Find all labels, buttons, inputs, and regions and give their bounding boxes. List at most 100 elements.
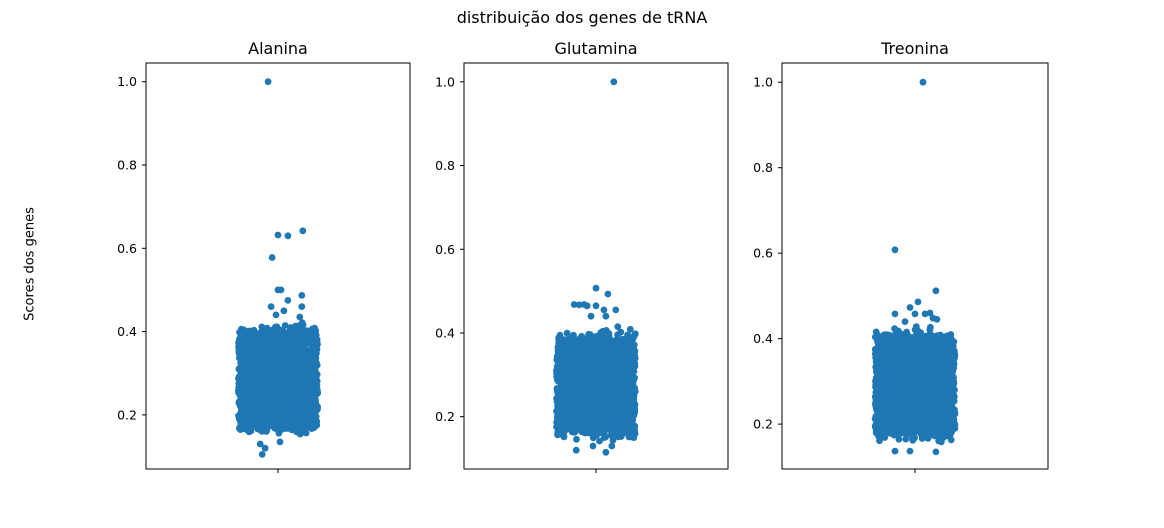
data-point	[296, 430, 304, 438]
data-point	[589, 442, 597, 450]
data-point	[239, 377, 247, 385]
data-point	[310, 345, 318, 353]
data-point	[571, 344, 578, 352]
data-point	[268, 356, 276, 363]
data-point	[237, 386, 245, 394]
data-point	[583, 302, 591, 310]
data-point	[559, 417, 567, 425]
data-point	[241, 360, 249, 368]
data-point	[244, 406, 252, 414]
data-point	[255, 393, 263, 401]
data-points	[553, 78, 639, 456]
data-point	[309, 398, 317, 406]
data-point	[588, 427, 596, 435]
data-point	[592, 284, 600, 292]
data-point	[283, 348, 291, 356]
data-point	[609, 436, 617, 444]
data-point	[626, 325, 634, 333]
data-point	[630, 434, 638, 441]
data-point	[260, 425, 268, 433]
data-point	[564, 379, 572, 387]
data-point	[237, 418, 244, 426]
data-point	[571, 377, 579, 384]
data-point	[264, 391, 272, 399]
data-point	[255, 409, 263, 416]
data-point	[276, 360, 284, 368]
data-point	[298, 333, 305, 341]
data-point	[273, 370, 281, 377]
data-point	[300, 371, 308, 379]
data-point	[271, 380, 279, 388]
data-point	[243, 373, 251, 380]
data-point	[263, 356, 271, 364]
subplot-title: Alanina	[248, 39, 308, 58]
data-point	[618, 371, 625, 379]
data-point	[299, 425, 307, 433]
data-point	[247, 327, 255, 335]
data-point	[287, 359, 294, 366]
data-point	[588, 335, 596, 342]
data-point	[246, 357, 254, 364]
data-point	[600, 306, 608, 314]
data-point	[254, 330, 262, 338]
data-point	[622, 397, 629, 405]
data-point	[560, 429, 568, 436]
data-point	[597, 421, 605, 428]
data-point	[295, 408, 303, 415]
data-point	[584, 411, 592, 418]
data-point	[567, 426, 575, 433]
data-point	[300, 413, 308, 421]
data-point	[281, 372, 289, 380]
data-point	[602, 312, 610, 320]
y-tick-label: 0.4	[435, 325, 455, 340]
data-point	[308, 390, 316, 397]
data-point	[603, 404, 611, 411]
data-point	[595, 428, 603, 435]
data-point	[264, 78, 272, 86]
data-point	[569, 389, 577, 397]
data-point	[581, 365, 588, 373]
data-point	[628, 377, 635, 384]
data-point	[288, 377, 296, 384]
data-point	[588, 396, 595, 404]
data-point	[298, 303, 306, 310]
data-point	[625, 336, 632, 344]
data-point	[308, 328, 316, 336]
data-point	[296, 313, 304, 321]
subplot-title: Treonina	[880, 39, 949, 58]
data-point	[256, 336, 264, 344]
data-point	[307, 340, 315, 348]
data-point	[289, 389, 297, 396]
data-point	[258, 385, 266, 392]
data-point	[577, 413, 585, 421]
y-tick-label: 0.2	[117, 407, 137, 422]
data-point	[614, 323, 622, 331]
data-point	[610, 338, 618, 346]
data-point	[600, 366, 608, 373]
data-point	[567, 402, 575, 410]
data-point	[281, 322, 289, 329]
data-point	[583, 390, 590, 398]
data-point	[288, 409, 295, 417]
data-point	[613, 404, 621, 411]
y-tick-label: 0.6	[435, 242, 455, 257]
data-point	[291, 327, 298, 335]
data-point	[311, 356, 318, 364]
data-point	[570, 368, 578, 376]
data-point	[252, 345, 260, 352]
data-point	[296, 420, 303, 428]
data-point	[272, 401, 279, 408]
data-point	[255, 350, 262, 357]
data-point	[581, 425, 589, 432]
data-point	[625, 348, 632, 355]
data-point	[555, 340, 563, 347]
data-point	[278, 414, 286, 422]
data-point	[272, 311, 280, 319]
y-tick-label: 0.8	[435, 158, 455, 173]
data-point	[613, 417, 621, 425]
data-point	[254, 425, 262, 433]
data-point	[304, 357, 312, 364]
